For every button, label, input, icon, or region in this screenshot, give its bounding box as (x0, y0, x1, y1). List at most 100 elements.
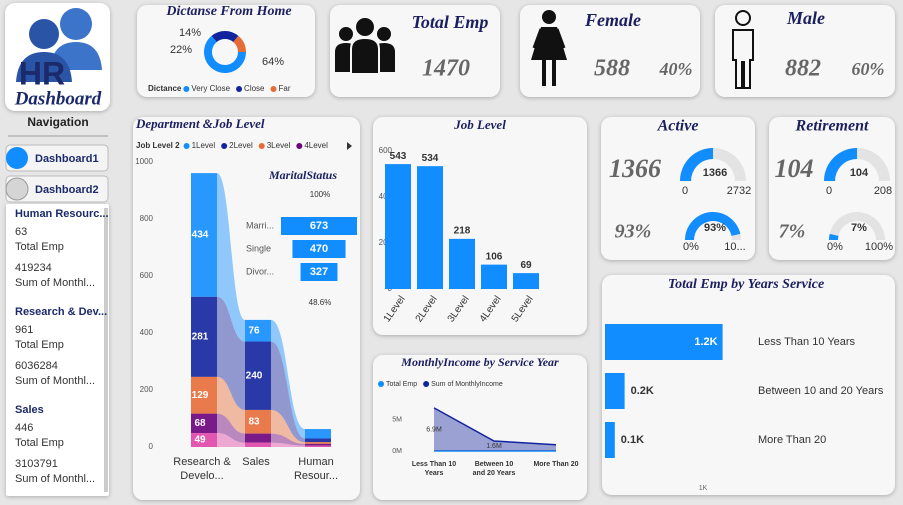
value-label: 1.2K (694, 336, 717, 348)
gauge-fill (680, 148, 713, 181)
kpi-title: Total Emp (412, 12, 489, 32)
x-tick-label: 2Level (414, 294, 440, 324)
value-label: 68 (194, 418, 206, 429)
category-label: Single (246, 243, 271, 253)
kpi-percent: 40% (659, 59, 693, 79)
bar (385, 164, 411, 289)
ribbon-segment (245, 433, 271, 443)
ribbon (217, 173, 245, 342)
kpi-value: 588 (594, 56, 630, 82)
gauge-fill (685, 211, 741, 240)
ribbon (271, 409, 305, 444)
ribbon (271, 319, 305, 439)
active-card (601, 117, 755, 260)
gauge-max: 208 (874, 185, 892, 197)
ribbon-segment (245, 319, 271, 342)
value-label: 1.6M (486, 443, 502, 450)
x-tick-label: 5Level (510, 294, 536, 324)
legend-marker (236, 86, 243, 92)
bar (605, 324, 723, 360)
pie-slice (211, 30, 239, 42)
chart-title: MonthlyIncome by Service Year (400, 355, 559, 369)
legend-label: 3Level (267, 141, 291, 150)
gauge-max: 10... (724, 241, 745, 253)
x-tick-label: Sales (242, 456, 270, 468)
x-tick-label: 3Level (446, 294, 472, 324)
kpi-value: 1470 (422, 56, 470, 82)
value-label: 240 (246, 370, 263, 381)
legend-marker (296, 143, 303, 149)
ribbon (271, 341, 305, 443)
nav-button[interactable]: Dashboard1 (5, 144, 109, 172)
value-label: 64% (262, 56, 284, 68)
x-tick-label: 1K (699, 485, 708, 492)
value-label: 14% (179, 27, 201, 39)
pie-slice (204, 35, 246, 73)
value-label: 543 (390, 151, 407, 162)
value-label: 281 (192, 331, 209, 342)
legend-title: Job Level 2 (136, 141, 180, 150)
department-income: 419234 (15, 262, 52, 274)
distance-card (137, 5, 315, 97)
value-label: 0.2K (631, 385, 654, 397)
ribbon (217, 296, 245, 410)
gauge-min: 0 (826, 185, 832, 197)
nav-button[interactable]: Dashboard2 (5, 175, 109, 203)
ribbon-segment (191, 173, 217, 297)
legend-marker (183, 143, 190, 149)
funnel-bar (300, 263, 338, 281)
ribbon (271, 442, 305, 447)
kpi-value: 882 (785, 56, 821, 82)
legend-marker (183, 86, 190, 92)
value-label: 470 (310, 243, 328, 255)
ribbon-segment (245, 442, 271, 447)
value-label: 106 (486, 251, 503, 262)
y-tick-label: 800 (140, 214, 154, 223)
ribbon-segment (191, 413, 217, 434)
x-tick-label: Human Resour... (293, 456, 339, 482)
gauge-max: 100% (865, 241, 893, 253)
value-label: 76 (248, 325, 260, 336)
gauge-min: 0% (683, 241, 699, 253)
y-tick-label: 600 (379, 146, 393, 155)
chart-title: Department &Job Level (135, 116, 265, 131)
funnel-bar (292, 240, 346, 258)
y-tick-label: 0 (149, 442, 154, 451)
department-list (6, 204, 109, 496)
gauge-value: 93% (704, 222, 726, 234)
y-tick-label: 400 (140, 328, 154, 337)
gauge-value: 104 (850, 167, 869, 179)
ribbon (271, 433, 305, 446)
value-label: 69 (520, 260, 532, 271)
value-label: 534 (422, 153, 439, 164)
funnel-bar (281, 217, 357, 235)
legend-marker (221, 143, 228, 149)
logo-text: HR (19, 55, 65, 91)
legend-label: Close (244, 84, 265, 93)
legend-marker (258, 143, 265, 149)
logo-subtitle: Dashboard (14, 88, 102, 109)
y-tick-label: 5M (392, 417, 402, 424)
chart-title: Active (657, 118, 699, 135)
department-name: Sales (15, 404, 44, 416)
gauge-fill (824, 148, 857, 181)
x-tick-label: 1Level (382, 294, 408, 324)
ribbon (217, 433, 245, 447)
y-tick-label: 0M (392, 448, 402, 455)
funnel-top-label: 100% (310, 190, 330, 199)
value-label: 673 (310, 220, 328, 232)
legend-scroll-arrow[interactable] (347, 142, 352, 150)
nav-button-label[interactable]: Dashboard1 (35, 153, 99, 165)
bar (605, 373, 625, 409)
kpi-title: Male (786, 8, 825, 28)
legend-label: Far (279, 84, 291, 93)
status-percent: 7% (779, 221, 806, 243)
female-icon (531, 10, 567, 86)
x-tick-label: More Than 20 (533, 461, 579, 468)
x-tick-label: 4Level (478, 294, 504, 324)
ribbon-segment (245, 341, 271, 410)
nav-button-label[interactable]: Dashboard2 (35, 184, 99, 196)
department-name: Research & Dev... (15, 306, 107, 318)
